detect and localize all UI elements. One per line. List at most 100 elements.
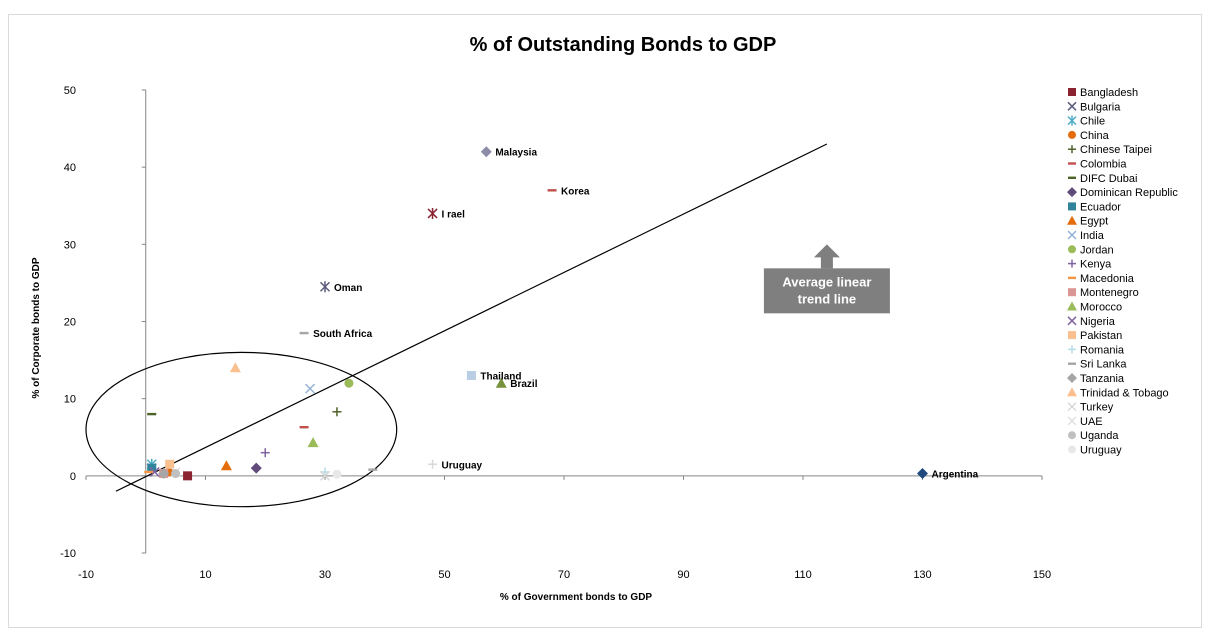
legend-item: Tanzania <box>1067 373 1125 385</box>
legend-item: Uganda <box>1068 430 1119 442</box>
legend-item: Romania <box>1068 344 1125 356</box>
x-tick-label: 110 <box>794 569 812 581</box>
legend-marker-uganda <box>1068 431 1076 440</box>
legend-item: India <box>1067 230 1105 242</box>
data-points <box>144 146 928 481</box>
legend-item: UAE <box>1067 416 1103 428</box>
label-i-rael: I rael <box>442 209 466 220</box>
point-south-africa <box>299 331 309 335</box>
point-argentina <box>917 468 928 480</box>
legend-label: Morocco <box>1080 302 1122 314</box>
legend-item: Turkey <box>1067 402 1114 414</box>
y-tick-label: 20 <box>64 317 76 329</box>
legend-label: Turkey <box>1080 402 1114 414</box>
point-i-rael <box>427 207 438 219</box>
legend-label: UAE <box>1080 416 1103 428</box>
point-dominican-republic <box>250 462 262 474</box>
chart-svg: % of Outstanding Bonds to GDP -10 10 30 50 7… <box>31 34 1178 603</box>
legend-label: DIFC Dubai <box>1080 173 1137 185</box>
legend-label: Dominican Republic <box>1080 187 1178 199</box>
legend-marker-chinese-taipei <box>1068 145 1076 154</box>
chart-frame: % of Outstanding Bonds to GDP -10 10 30 50 7… <box>8 14 1202 628</box>
y-tick-label: 0 <box>70 471 76 483</box>
y-tick-label: -10 <box>60 548 76 560</box>
legend-marker-macedonia <box>1068 276 1076 280</box>
legend-marker-tanzania <box>1067 373 1077 383</box>
label-thailand: Thailand <box>480 372 521 383</box>
legend-label: Bangladesh <box>1080 87 1138 99</box>
point-uruguay <box>428 459 438 469</box>
legend-item: China <box>1068 130 1110 142</box>
x-tick-label: -10 <box>78 569 94 581</box>
legend-item: Dominican Republic <box>1067 187 1178 199</box>
point-labels: Malaysia Korea I rael Oman South Africa Thail… <box>313 148 979 481</box>
x-tick-label: 150 <box>1033 569 1051 581</box>
label-oman: Oman <box>334 283 362 294</box>
point-malaysia <box>480 146 492 158</box>
legend-marker-trinidad-tobago <box>1067 387 1077 397</box>
callout-arrow <box>813 244 840 269</box>
legend-marker-turkey <box>1067 402 1077 412</box>
point-difc-dubai <box>147 412 157 416</box>
legend-marker-bulgaria <box>1067 101 1077 111</box>
label-brazil: Brazil <box>510 379 537 390</box>
trend-line <box>115 143 828 492</box>
legend-marker-egypt <box>1067 215 1077 225</box>
point-thailand <box>466 371 476 381</box>
chart-title: % of Outstanding Bonds to GDP <box>470 34 777 56</box>
point-bangladesh <box>183 471 193 481</box>
legend-item: Bulgaria <box>1067 101 1121 113</box>
legend-marker-romania <box>1068 345 1076 354</box>
legend-marker-morocco <box>1067 301 1077 311</box>
legend-label: Pakistan <box>1080 330 1122 342</box>
legend-label: Egypt <box>1080 216 1108 228</box>
cluster-ellipse <box>85 351 398 508</box>
legend-marker-uruguay <box>1068 445 1076 454</box>
legend-marker-difc-dubai <box>1068 176 1076 179</box>
legend-label: Jordan <box>1080 244 1114 256</box>
legend-label: Bulgaria <box>1080 101 1121 113</box>
legend-item: Colombia <box>1068 159 1127 171</box>
legend-label: Uruguay <box>1080 445 1122 457</box>
y-axis-title: % of Corporate bonds to GDP <box>31 257 42 398</box>
y-tick-label: 50 <box>64 85 76 97</box>
legend-marker-colombia <box>1068 162 1076 165</box>
point-oman <box>319 281 331 293</box>
label-malaysia: Malaysia <box>495 148 537 159</box>
legend-label: Chinese Taipei <box>1080 144 1152 156</box>
legend-marker-nigeria <box>1067 316 1077 326</box>
legend-marker-china <box>1068 130 1076 139</box>
legend-label: Chile <box>1080 116 1105 128</box>
legend-item: Kenya <box>1068 259 1112 271</box>
label-argentina: Argentina <box>932 470 979 481</box>
point-nigeria <box>149 466 160 478</box>
legend-item: Egypt <box>1067 215 1108 228</box>
label-uruguay: Uruguay <box>442 460 483 471</box>
legend-marker-sri-lanka <box>1068 362 1076 365</box>
point-sri-lanka <box>368 468 378 471</box>
legend-marker-montenegro <box>1068 288 1076 297</box>
x-tick-label: 130 <box>913 569 931 581</box>
x-tick-label: 50 <box>438 569 450 581</box>
legend-marker-ecuador <box>1068 202 1076 211</box>
point-morocco <box>307 437 319 448</box>
legend-marker-dominican-republic <box>1067 187 1077 198</box>
point-colombia <box>299 426 309 429</box>
point-brazil <box>495 377 507 388</box>
legend-label: Romania <box>1080 344 1125 356</box>
legend-label: Nigeria <box>1080 316 1116 328</box>
point-trinidad-tobago <box>229 362 241 373</box>
x-axis-title: % of Government bonds to GDP <box>500 592 653 603</box>
annotations: Average linear trend line <box>85 143 890 508</box>
label-south-africa: South Africa <box>313 329 373 340</box>
y-tick-label: 40 <box>64 162 76 174</box>
legend-marker-kenya <box>1068 259 1076 268</box>
point-macedonia <box>144 470 154 474</box>
legend-marker-chile <box>1067 115 1077 126</box>
y-tick-label: 10 <box>64 394 76 406</box>
legend-label: Ecuador <box>1080 201 1121 213</box>
callout-text: trend line <box>798 291 857 306</box>
axes: -10 10 30 50 70 90 110 130 150 -10 0 10 20 30 40 50 <box>60 85 1051 581</box>
x-tick-label: 30 <box>319 569 331 581</box>
legend-label: Sri Lanka <box>1080 359 1127 371</box>
